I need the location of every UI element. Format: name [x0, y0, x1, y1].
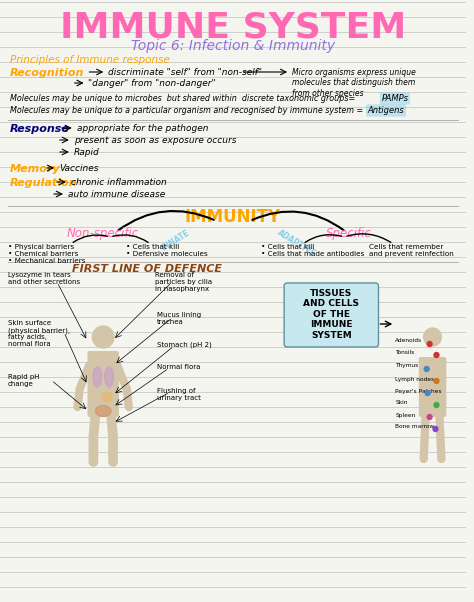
Text: TISSUES
AND CELLS
OF THE
IMMUNE
SYSTEM: TISSUES AND CELLS OF THE IMMUNE SYSTEM	[303, 289, 359, 340]
Circle shape	[434, 353, 439, 358]
Text: Thymus: Thymus	[395, 364, 419, 368]
Circle shape	[424, 367, 429, 371]
Text: Molecules may be unique to microbes  but shared within  discrete taxonomic group: Molecules may be unique to microbes but …	[10, 94, 355, 103]
Text: "danger" from "non-danger": "danger" from "non-danger"	[89, 79, 216, 88]
Text: appropriate for the pathogen: appropriate for the pathogen	[77, 124, 208, 133]
Text: Lysozyme in tears
and other secretions: Lysozyme in tears and other secretions	[8, 272, 80, 285]
Circle shape	[434, 379, 439, 383]
Text: Response: Response	[10, 124, 70, 134]
FancyBboxPatch shape	[88, 351, 119, 417]
Text: PAMPs: PAMPs	[382, 94, 409, 103]
Text: Skin surface
(physical barrier),
fatty acids,
normal flora: Skin surface (physical barrier), fatty a…	[8, 320, 70, 347]
Text: FIRST LINE OF DEFENCE: FIRST LINE OF DEFENCE	[73, 264, 222, 274]
Text: Antigens: Antigens	[368, 106, 404, 115]
Text: • Physical barriers
• Chemical barriers
• Mechanical barriers: • Physical barriers • Chemical barriers …	[8, 244, 85, 264]
Circle shape	[425, 391, 430, 396]
Text: INNATE: INNATE	[159, 228, 191, 252]
Text: Peyer's Patches: Peyer's Patches	[395, 388, 442, 394]
FancyBboxPatch shape	[419, 357, 447, 417]
Text: Spleen: Spleen	[395, 412, 415, 418]
Text: Principles of Immune response: Principles of Immune response	[10, 55, 170, 65]
Text: Specific: Specific	[326, 227, 372, 240]
Text: Normal flora: Normal flora	[157, 364, 201, 370]
Text: discriminate "self" from "non-self": discriminate "self" from "non-self"	[108, 68, 262, 77]
Ellipse shape	[105, 367, 114, 387]
Text: Regulation: Regulation	[10, 178, 77, 188]
Circle shape	[427, 415, 432, 420]
Circle shape	[433, 426, 438, 432]
Text: Rapid pH
change: Rapid pH change	[8, 374, 39, 387]
Text: IMMUNE SYSTEM: IMMUNE SYSTEM	[60, 11, 406, 45]
Text: Recognition: Recognition	[10, 68, 84, 78]
Text: Cells that remember
and prevent reinfection: Cells that remember and prevent reinfect…	[369, 244, 454, 257]
Text: Flushing of
urinary tract: Flushing of urinary tract	[157, 388, 201, 401]
Text: present as soon as exposure occurs: present as soon as exposure occurs	[74, 136, 236, 145]
Text: Lymph nodes: Lymph nodes	[395, 376, 434, 382]
Circle shape	[434, 403, 439, 408]
Text: Molecules may be unique to a particular organism and recognised by immune system: Molecules may be unique to a particular …	[10, 106, 363, 115]
Text: • Cells that kill
• Defensive molecules: • Cells that kill • Defensive molecules	[126, 244, 208, 257]
Text: IMMUNITY: IMMUNITY	[185, 208, 281, 226]
Text: Tonsils: Tonsils	[395, 350, 414, 356]
Text: Skin: Skin	[395, 400, 408, 406]
Ellipse shape	[102, 393, 112, 402]
Text: chronic inflammation: chronic inflammation	[71, 178, 166, 187]
Text: Rapid: Rapid	[74, 148, 100, 157]
Circle shape	[424, 328, 441, 346]
Text: Adenoids: Adenoids	[395, 338, 422, 344]
Text: Micro organisms express unique
molecules that distinguish them
from other specie: Micro organisms express unique molecules…	[292, 68, 416, 98]
Text: • Cells that kill
• Cells that made antibodies: • Cells that kill • Cells that made anti…	[261, 244, 364, 257]
Circle shape	[427, 341, 432, 347]
FancyBboxPatch shape	[284, 283, 378, 347]
Text: Bone marrow: Bone marrow	[395, 424, 434, 429]
Text: auto immune disease: auto immune disease	[68, 190, 165, 199]
Text: Vaccines: Vaccines	[59, 164, 99, 173]
Text: Non-specific: Non-specific	[67, 227, 139, 240]
Text: Memory: Memory	[10, 164, 61, 174]
Text: Removal of
particles by cilia
in nasopharynx: Removal of particles by cilia in nasopha…	[155, 272, 212, 292]
Text: Topic 6: Infection & Immunity: Topic 6: Infection & Immunity	[131, 39, 335, 53]
Text: Stomach (pH 2): Stomach (pH 2)	[157, 342, 212, 349]
Ellipse shape	[93, 367, 102, 387]
Circle shape	[92, 326, 114, 348]
Text: ADAPTIVE: ADAPTIVE	[276, 228, 318, 258]
Ellipse shape	[95, 406, 111, 417]
Text: Mucus lining
trachea: Mucus lining trachea	[157, 312, 201, 325]
